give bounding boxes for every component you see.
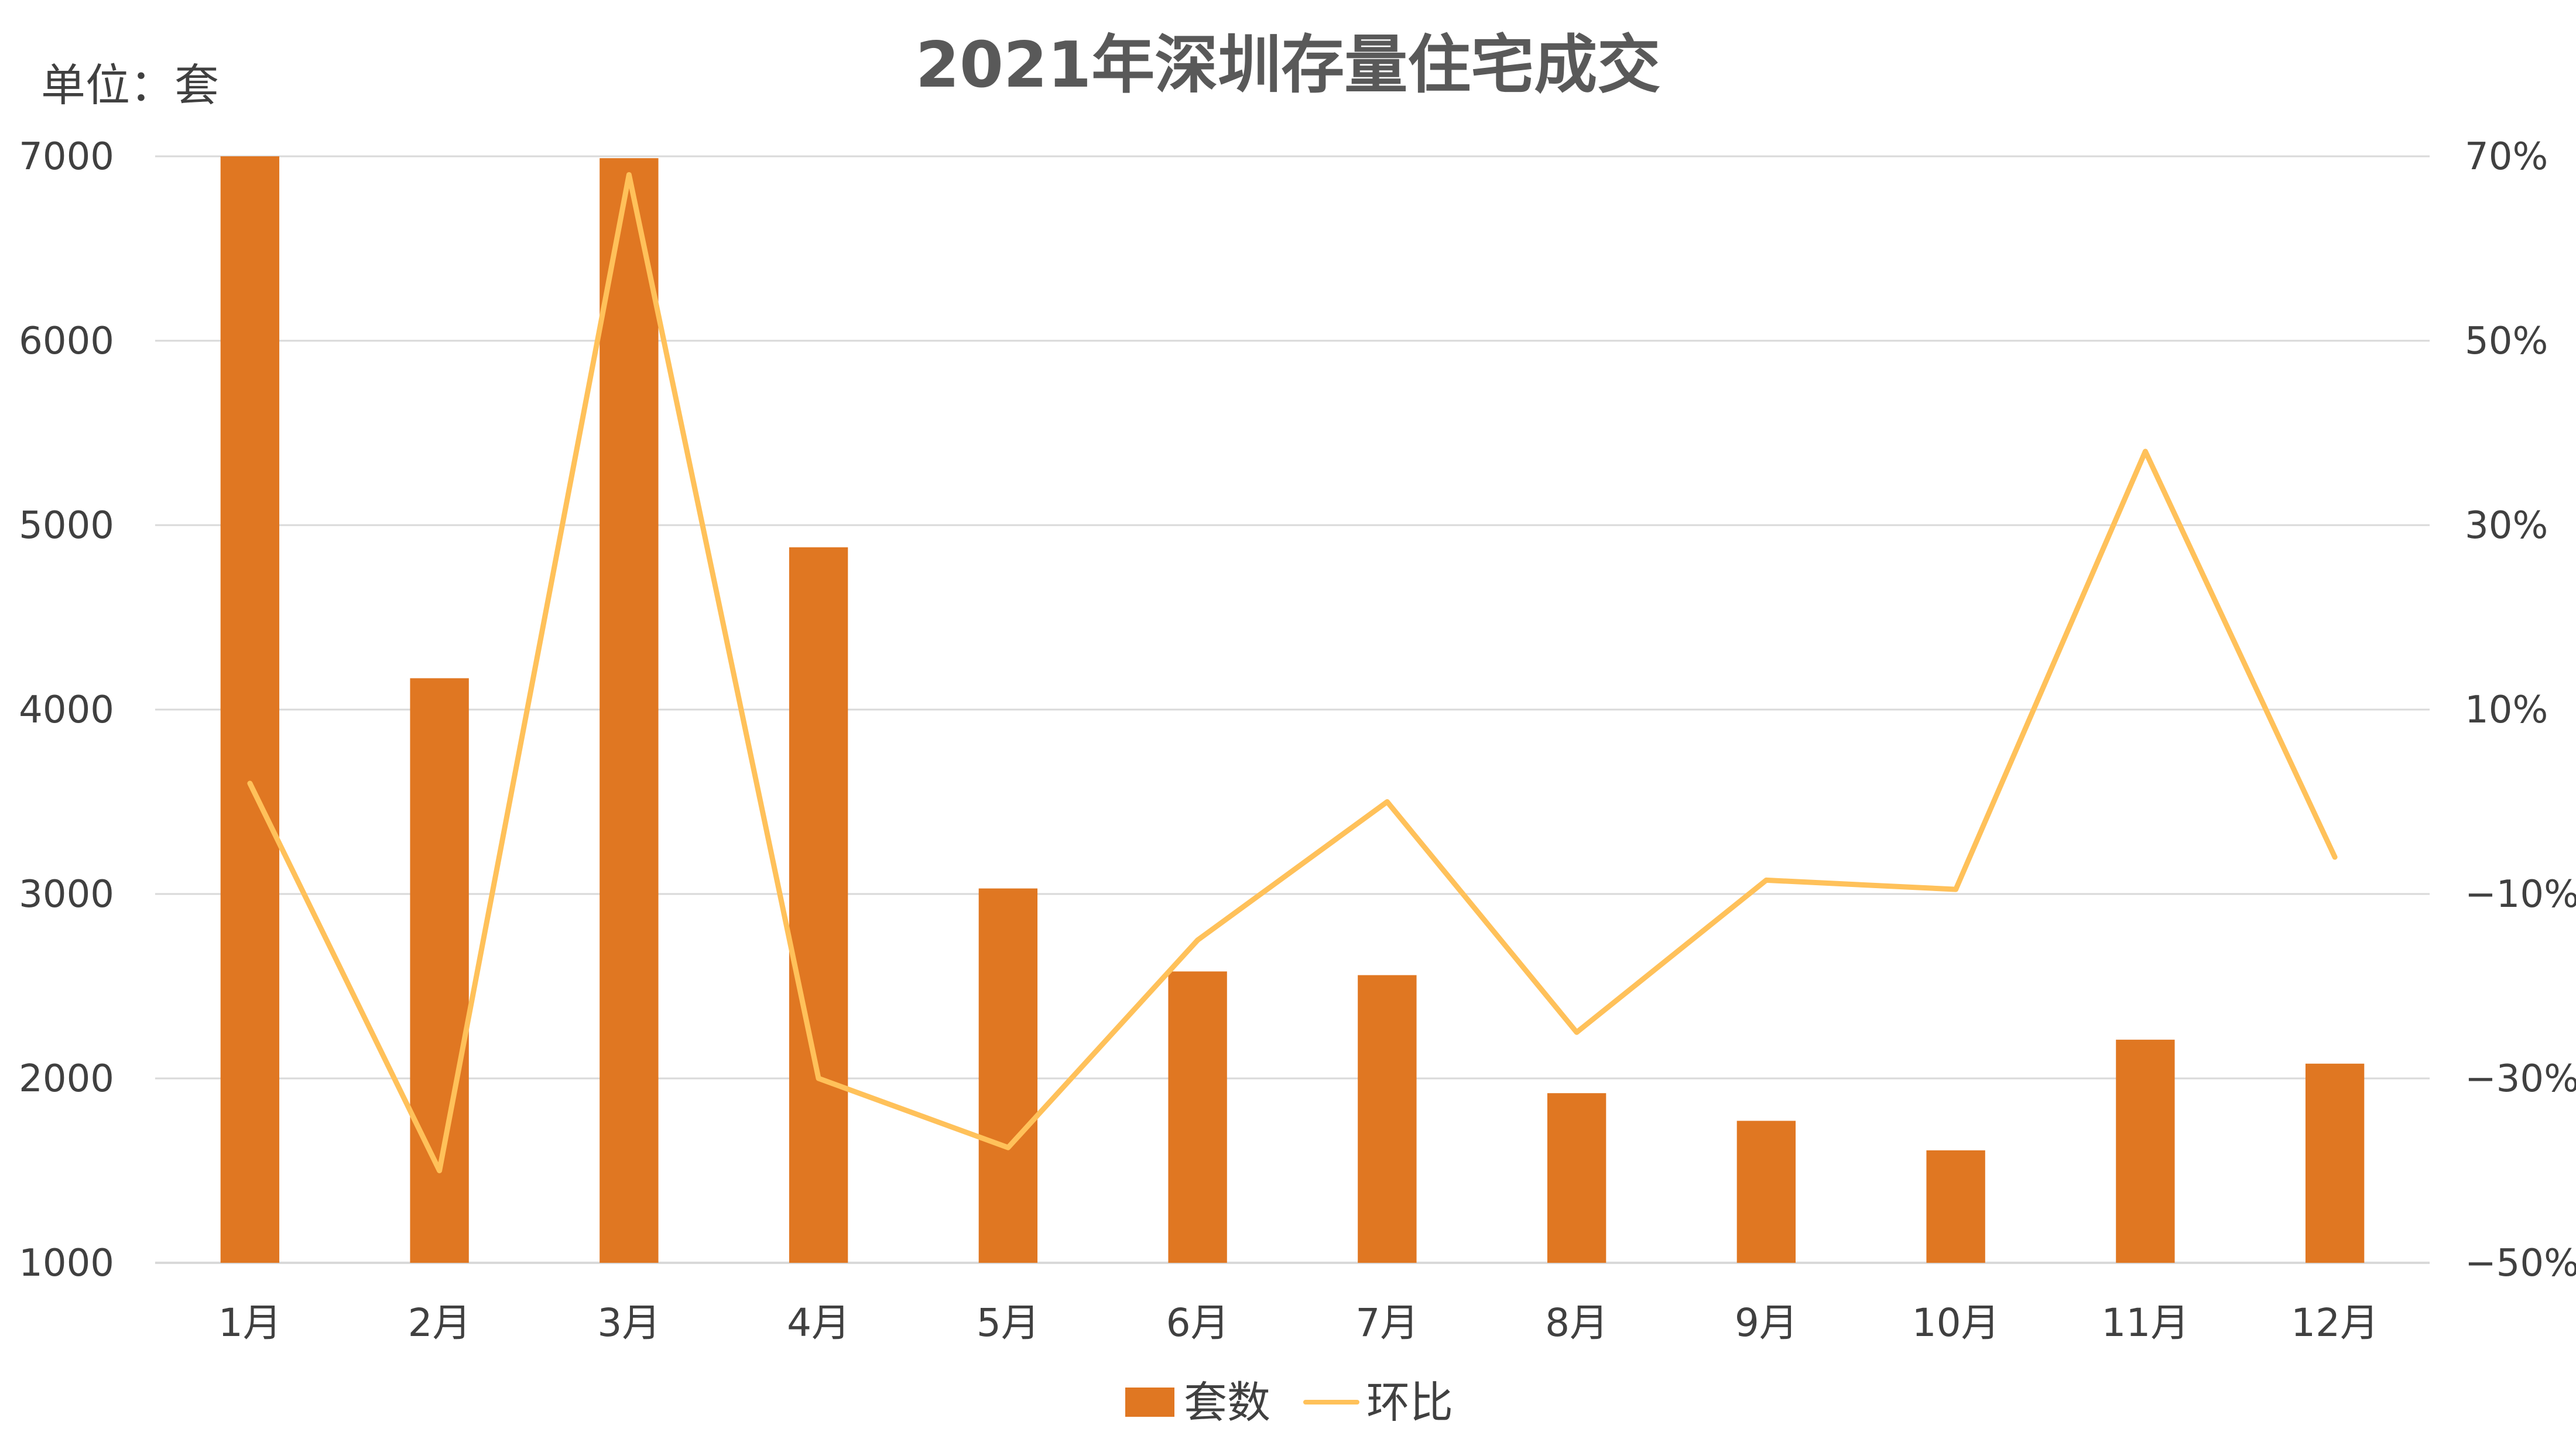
bar [2116,1039,2175,1263]
y-axis-left: 1000 2000 3000 4000 5000 6000 7000 [19,135,114,1285]
line-series-path [247,172,2338,1173]
x-tick: 11月 [2101,1300,2189,1345]
line-point [437,1168,442,1173]
y-tick-right: 50% [2465,320,2548,363]
y-tick-left: 4000 [19,688,114,732]
y-tick-right: −10% [2465,873,2576,916]
legend-label-bars: 套数 [1184,1378,1270,1428]
y-tick-right: 70% [2465,135,2548,179]
x-tick: 5月 [977,1300,1040,1345]
y-tick-right: 30% [2465,504,2548,547]
line-point [2332,855,2338,859]
y-tick-left: 7000 [19,135,114,179]
line-point [1195,937,1200,943]
grid-lines [155,155,2430,1264]
legend-label-line: 环比 [1366,1378,1453,1428]
bar [1736,1121,1796,1263]
y-tick-left: 1000 [19,1242,114,1285]
x-tick: 4月 [787,1300,850,1345]
bar [978,888,1038,1263]
x-tick: 8月 [1545,1300,1608,1345]
y-tick-right: 10% [2465,688,2548,732]
y-tick-left: 2000 [19,1057,114,1101]
line-point [626,172,632,177]
bar [1926,1150,1985,1263]
bar [410,678,469,1263]
line-point [1385,799,1390,804]
legend: 套数 环比 [1125,1378,1453,1428]
x-tick: 1月 [218,1300,282,1345]
chart-title: 2021年深圳存量住宅成交 [916,29,1661,102]
unit-label: 单位：套 [41,59,219,111]
x-tick: 3月 [597,1300,660,1345]
bar [1547,1093,1606,1263]
x-tick: 7月 [1355,1300,1419,1345]
line-point [2143,449,2148,454]
bar [2305,1063,2365,1263]
x-tick: 2月 [408,1300,471,1345]
line-series [247,172,2338,1173]
line-point [1953,887,1958,892]
bar [1358,975,1417,1263]
x-axis: 1月 2月 3月 4月 5月 6月 7月 8月 9月 10月 11月 12月 [218,1300,2379,1345]
x-tick: 10月 [1912,1300,2000,1345]
y-tick-right: −50% [2465,1242,2576,1285]
line-point [1574,1030,1580,1035]
x-tick: 6月 [1166,1300,1229,1345]
bar [789,547,848,1263]
line-point [1763,878,1769,883]
x-tick: 12月 [2291,1300,2379,1345]
bar [220,156,280,1263]
line-point [247,781,252,786]
bar [600,158,659,1263]
bar [1168,971,1227,1263]
legend-swatch-bars [1125,1388,1174,1417]
line-point [816,1076,821,1081]
y-tick-right: −30% [2465,1057,2576,1101]
y-tick-left: 5000 [19,504,114,547]
y-tick-left: 3000 [19,873,114,916]
y-tick-left: 6000 [19,320,114,363]
line-point [1005,1145,1010,1150]
x-tick: 9月 [1735,1300,1798,1345]
y-axis-right: −50% −30% −10% 10% 30% 50% 70% [2465,135,2576,1285]
bars [220,156,2365,1263]
